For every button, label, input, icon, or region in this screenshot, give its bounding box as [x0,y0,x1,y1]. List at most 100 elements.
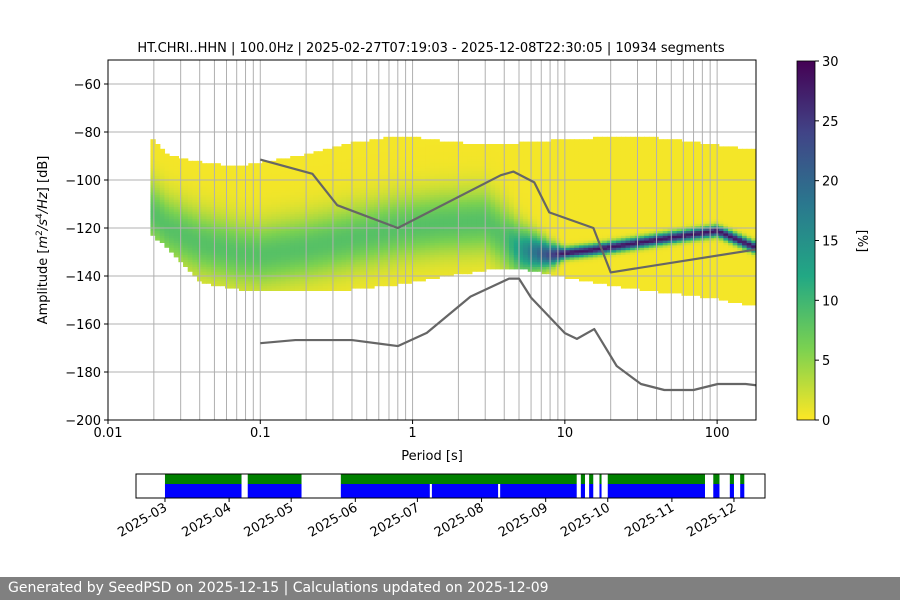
heatmap-cell [169,204,175,207]
heatmap-cell [457,259,464,263]
heatmap-cell [211,194,217,198]
heatmap-cell [429,182,436,186]
heatmap-cell [355,172,361,176]
heatmap-cell [183,254,189,258]
heatmap-cell [429,211,436,215]
heatmap-cell [313,208,319,212]
heatmap-cell [206,163,212,167]
heatmap-cell [527,211,534,215]
heatmap-cell [434,144,440,147]
heatmap-cell [248,278,254,282]
heatmap-cell [360,218,366,222]
heatmap-cell [336,244,343,248]
heatmap-cell [546,196,552,200]
heatmap-cell [453,182,459,186]
heatmap-cell [294,218,301,222]
heatmap-cell [355,206,361,210]
heatmap-cell [420,261,426,265]
heatmap-cell [360,216,366,219]
heatmap-cell [313,247,319,251]
heatmap-cell [439,235,445,239]
heatmap-cell [280,249,287,253]
heatmap-cell [364,177,370,181]
heatmap-cell [290,218,296,222]
heatmap-cell [308,228,315,231]
heatmap-cell [378,259,384,263]
heatmap-cell [457,244,464,248]
heatmap-cell [406,184,412,188]
heatmap-cell [294,240,301,243]
heatmap-cell [187,196,193,200]
heatmap-cell [462,213,468,217]
heatmap-cell [429,139,436,143]
heatmap-cell [192,192,198,195]
heatmap-cell [308,170,315,174]
heatmap-cell [569,141,575,145]
heatmap-cell [341,144,347,147]
heatmap-cell [252,194,259,198]
heatmap-cell [495,153,501,157]
heatmap-cell [406,196,412,200]
heatmap-cell [164,175,170,179]
heatmap-cell [481,144,487,147]
heatmap-cell [164,211,170,215]
heatmap-cell [238,235,245,239]
heatmap-cell [304,280,310,284]
heatmap-cell [150,177,156,181]
heatmap-cell [271,182,277,186]
heatmap-cell [308,240,315,243]
heatmap-cell [266,240,273,243]
heatmap-cell [448,235,454,239]
heatmap-cell [285,211,291,215]
heatmap-cell [485,153,492,157]
heatmap-cell [332,247,338,251]
heatmap-cell [164,160,170,164]
heatmap-cell [224,237,231,241]
heatmap-cell [211,192,217,195]
heatmap-cell [360,148,366,152]
heatmap-cell [439,268,445,272]
heatmap-cell [532,266,538,270]
heatmap-cell [187,163,193,167]
heatmap-cell [252,285,259,289]
heatmap-cell [290,268,296,272]
heatmap-cell [201,172,207,176]
heatmap-cell [266,192,273,195]
heatmap-cell [308,168,315,171]
heatmap-cell [220,184,226,188]
heatmap-cell [350,264,357,267]
heatmap-cell [546,249,552,253]
heatmap-cell [471,148,478,152]
heatmap-cell [211,196,217,200]
heatmap-cell [248,247,254,251]
heatmap-cell [294,259,301,263]
heatmap-cell [448,160,454,164]
heatmap-cell [220,244,226,248]
heatmap-cell [434,230,440,234]
heatmap-cell [318,244,324,248]
heatmap-cell [220,199,226,203]
heatmap-cell [541,271,547,275]
heatmap-cell [401,235,408,239]
heatmap-cell [285,218,291,222]
heatmap-cell [341,208,347,212]
heatmap-cell [504,232,510,236]
heatmap-cell [388,170,394,174]
heatmap-cell [532,177,538,181]
heatmap-cell [415,273,422,277]
heatmap-cell [411,256,417,260]
heatmap-cell [495,208,501,212]
heatmap-cell [346,180,352,183]
heatmap-cell [551,220,557,224]
heatmap-cell [276,187,282,191]
heatmap-cell [476,194,482,198]
heatmap-cell [392,158,398,162]
heatmap-cell [350,283,357,287]
heatmap-cell [211,264,217,267]
heatmap-cell [560,220,566,224]
heatmap-cell [509,165,515,169]
heatmap-cell [420,141,426,145]
heatmap-cell [574,204,580,207]
heatmap-cell [569,211,575,215]
heatmap-cell [224,283,231,287]
